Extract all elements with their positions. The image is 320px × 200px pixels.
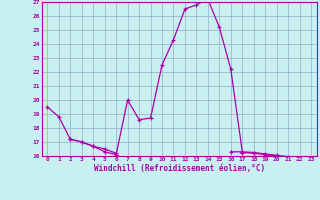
X-axis label: Windchill (Refroidissement éolien,°C): Windchill (Refroidissement éolien,°C) bbox=[94, 164, 265, 173]
